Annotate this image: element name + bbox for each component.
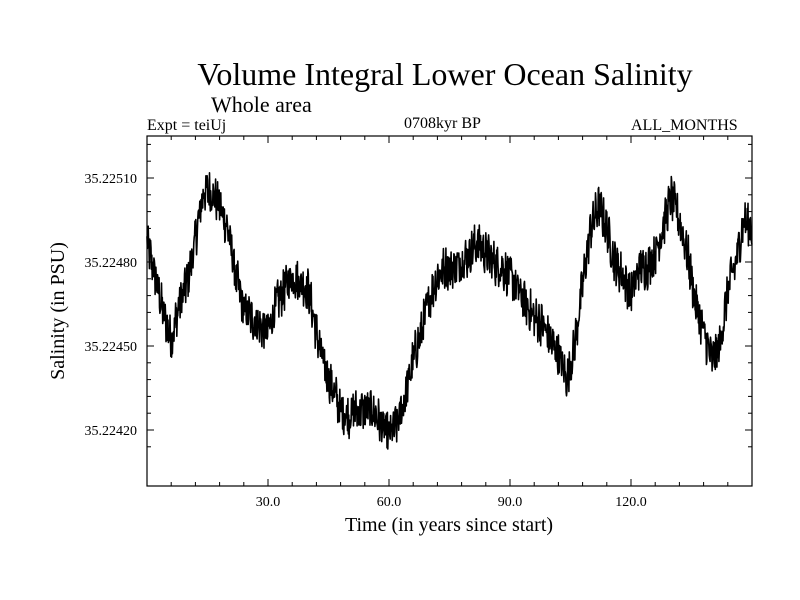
x-axis-label: Time (in years since start)	[345, 514, 553, 536]
x-axis: 30.0 60.0 90.0 120.0	[256, 136, 647, 510]
series-layer	[146, 172, 753, 450]
chart-subtitle: Whole area	[211, 92, 312, 117]
y-tick-label: 35.22450	[85, 340, 138, 355]
experiment-label: Expt = teiUj	[147, 117, 227, 134]
minor-ticks	[147, 136, 752, 486]
y-tick-label: 35.22480	[85, 256, 138, 271]
series-line-salinity	[146, 172, 753, 450]
chart-title: Volume Integral Lower Ocean Salinity	[197, 56, 693, 92]
y-axis: 35.22420 35.22450 35.22480 35.22510	[85, 172, 752, 439]
x-tick-label: 30.0	[256, 495, 281, 510]
x-tick-label: 120.0	[615, 495, 647, 510]
plot-frame	[146, 135, 753, 487]
y-tick-label: 35.22510	[85, 172, 138, 187]
period-label: 0708kyr BP	[404, 115, 481, 132]
x-tick-label: 60.0	[377, 495, 402, 510]
x-tick-label: 90.0	[498, 495, 523, 510]
y-axis-label: Salinity (in PSU)	[47, 242, 69, 380]
y-tick-label: 35.22420	[85, 424, 138, 439]
months-label: ALL_MONTHS	[631, 117, 738, 134]
